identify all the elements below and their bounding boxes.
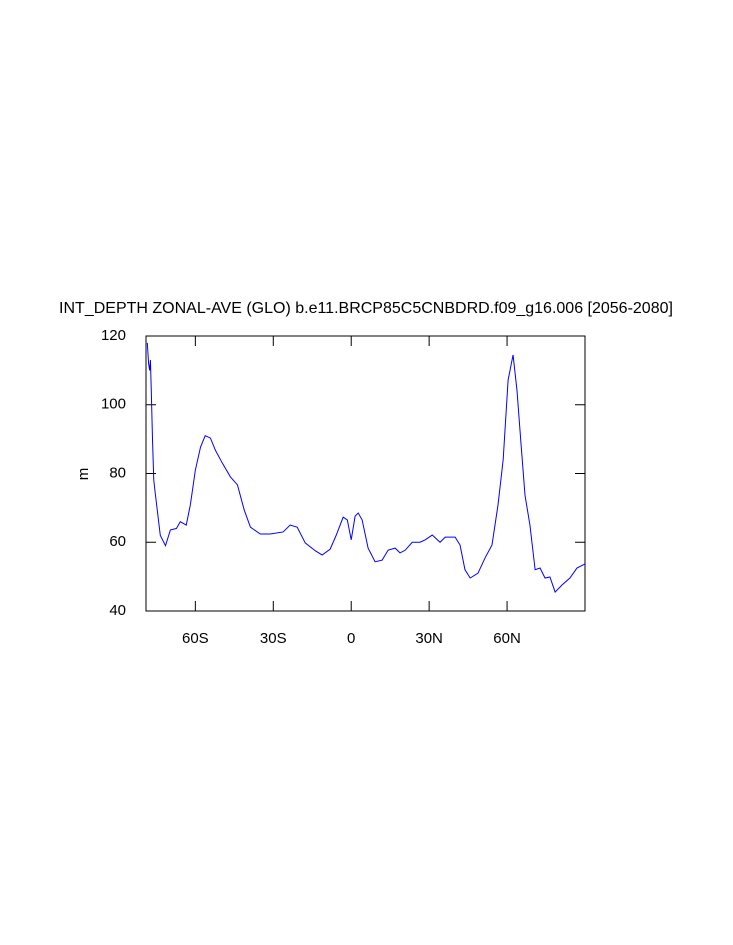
x-tick-label: 60N: [493, 630, 521, 647]
chart-title: INT_DEPTH ZONAL-AVE (GLO) b.e11.BRCP85C5…: [59, 300, 673, 317]
x-tick-label: 30S: [260, 630, 287, 647]
y-tick-label: 100: [101, 396, 126, 413]
x-tick-label: 60S: [182, 630, 209, 647]
y-tick-label: 60: [109, 533, 126, 550]
x-tick-label: 0: [347, 630, 355, 647]
y-tick-label: 40: [109, 602, 126, 619]
y-tick-label: 120: [101, 327, 126, 344]
x-tick-label: 30N: [415, 630, 443, 647]
y-axis-label: m: [75, 468, 92, 481]
y-tick-label: 80: [109, 464, 126, 481]
data-line: [146, 342, 586, 594]
